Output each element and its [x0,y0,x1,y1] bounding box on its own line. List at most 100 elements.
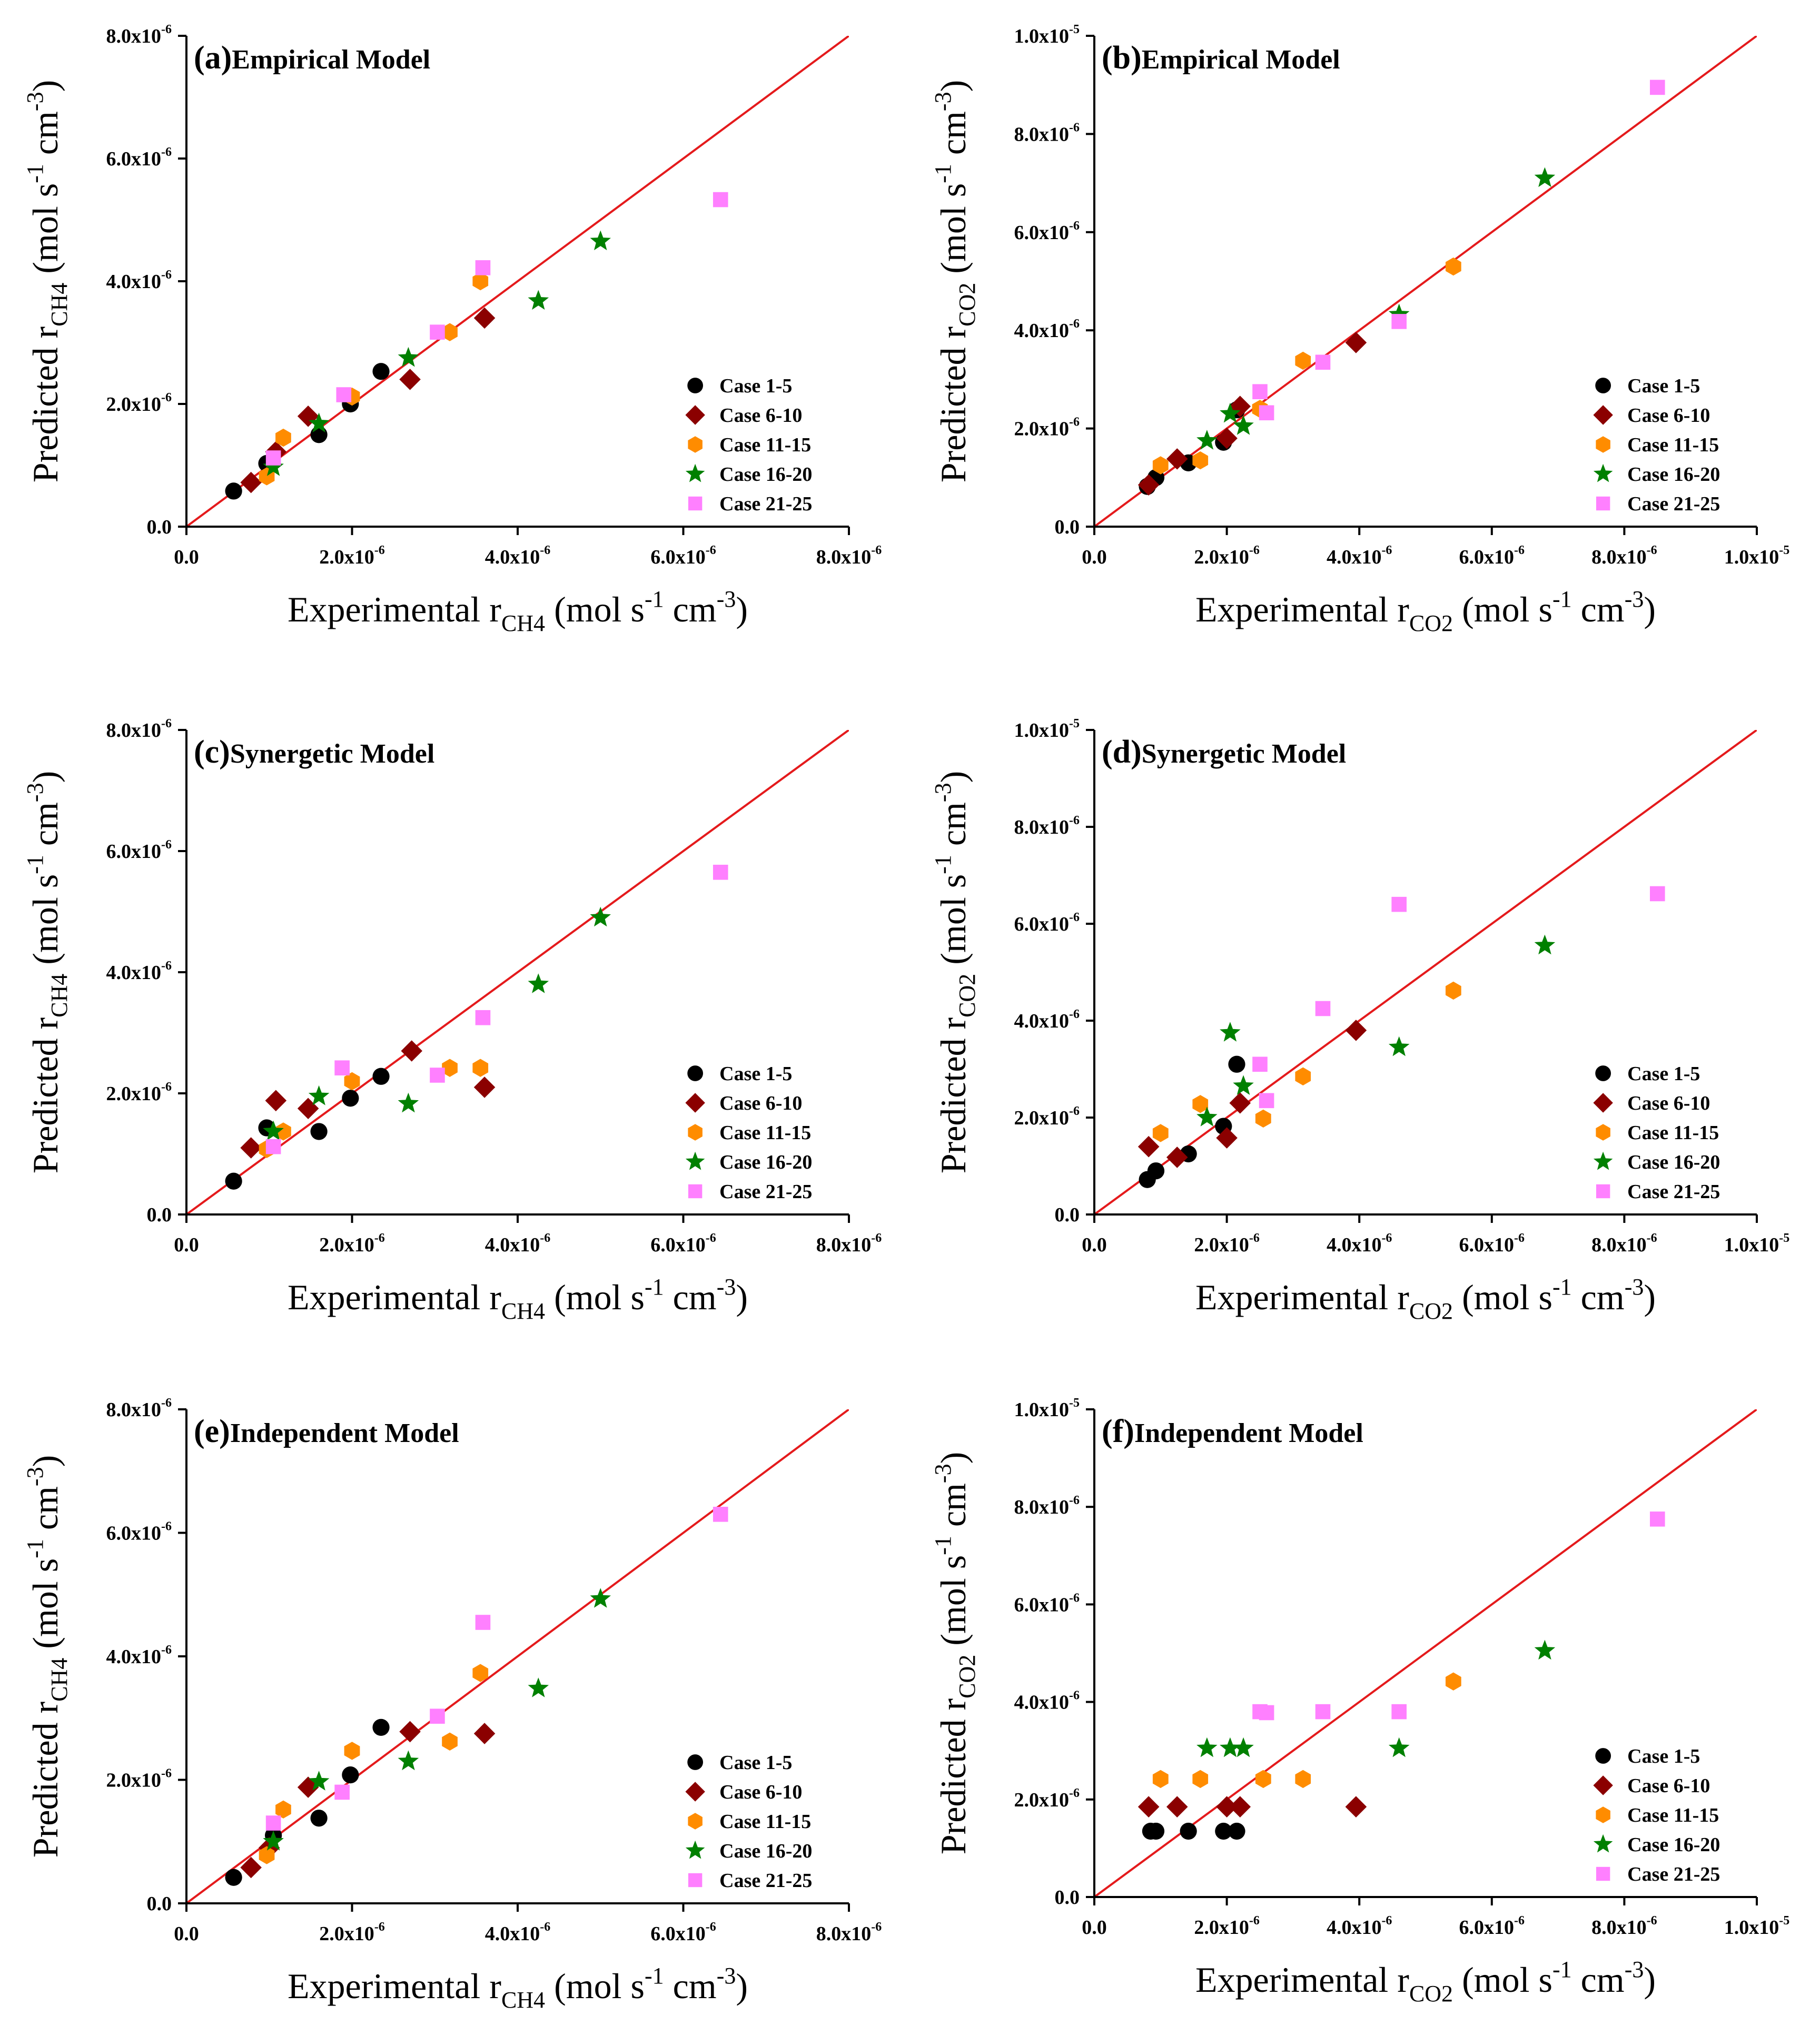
data-point [265,1090,287,1112]
data-point [1220,1737,1241,1757]
series-4 [1196,167,1556,450]
parity-line [1094,730,1757,1214]
y-tick-label: 6.0x10-6 [106,145,172,170]
legend-marker [688,496,703,511]
data-point [1166,448,1188,470]
data-point [1295,351,1311,370]
data-point [1446,981,1461,1000]
legend-marker [685,1840,705,1859]
x-tick-label: 8.0x10-6 [816,1920,882,1945]
legend-marker [1596,1124,1610,1141]
x-tick-label: 2.0x10-6 [319,1231,385,1256]
legend-label: Case 21-25 [1627,1181,1720,1203]
data-point [1166,1147,1188,1168]
data-point [1295,1770,1311,1789]
data-point [528,1677,549,1697]
legend-label: Case 6-10 [1627,1775,1710,1797]
legend-marker [1595,378,1611,393]
y-tick-label: 2.0x10-6 [1014,416,1080,440]
x-tick-label: 8.0x10-6 [816,1231,882,1256]
data-point [342,1766,359,1784]
x-tick-label: 4.0x10-6 [1327,1914,1392,1939]
legend-label: Case 1-5 [1627,375,1700,397]
data-point [310,1123,328,1140]
y-tick-label: 8.0x10-6 [1014,1494,1080,1518]
series-4 [263,1588,611,1851]
data-point [308,1085,330,1105]
y-tick-label: 0.0 [1055,1204,1080,1226]
data-point [1315,354,1331,370]
data-point [472,1059,489,1077]
legend-marker [1595,1065,1611,1081]
data-point [1345,1796,1367,1817]
data-point [430,1708,445,1724]
legend-label: Case 11-15 [1627,1804,1719,1826]
y-tick-label: 4.0x10-6 [106,1643,172,1668]
data-point [259,1846,275,1864]
legend-label: Case 16-20 [1627,463,1720,486]
data-point [399,1721,421,1743]
data-point [430,324,445,340]
data-point [344,1742,360,1760]
data-point [1152,1770,1169,1789]
data-point [225,1869,242,1886]
legend-marker [685,1151,705,1170]
data-point [275,428,291,447]
x-tick-label: 6.0x10-6 [650,544,716,568]
panel-title: (a)Empirical Model [194,40,430,76]
series-5 [1252,886,1665,1109]
series-5 [265,192,728,466]
legend: Case 1-5 Case 6-10 Case 11-15 Case 16-20 Cas… [1593,375,1720,515]
series-2 [1138,1796,1367,1817]
y-axis-title: Predicted rCH4 (mol s-1 cm-3) [22,80,72,483]
data-point [1138,1135,1160,1158]
data-point [442,1059,458,1077]
series-5 [1252,1512,1665,1721]
legend-label: Case 1-5 [1627,1063,1700,1085]
y-axis-title: Predicted rCH4 (mol s-1 cm-3) [22,1455,72,1858]
data-point [240,471,262,493]
legend-marker [1596,1806,1610,1823]
data-point [1315,1704,1331,1720]
data-point [1388,1036,1410,1056]
data-point [1650,80,1665,95]
data-point [1391,896,1407,912]
data-point [398,347,419,367]
data-point [1192,1770,1209,1789]
data-point [401,1040,422,1062]
data-point [308,1771,330,1791]
legend-marker [688,1184,703,1199]
data-point [1391,1704,1407,1720]
data-point [342,1090,359,1107]
data-point [472,272,489,291]
series-1 [1142,1822,1245,1840]
legend: Case 1-5 Case 6-10 Case 11-15 Case 16-20 Cas… [685,1752,812,1892]
x-tick-label: 6.0x10-6 [650,1231,716,1256]
data-point [265,450,281,466]
y-tick-label: 0.0 [1055,516,1080,538]
data-point [263,1830,284,1851]
data-point [308,412,330,433]
series-3 [259,1664,489,1864]
data-point [310,1810,328,1827]
series-4 [263,230,611,476]
y-tick-label: 4.0x10-6 [106,268,172,293]
legend-label: Case 11-15 [719,434,811,456]
data-point [1152,456,1169,475]
y-tick-label: 6.0x10-6 [1014,911,1080,935]
data-point [1255,1109,1271,1128]
data-point [1295,1067,1311,1085]
legend-label: Case 6-10 [719,1092,802,1114]
data-point [1252,1056,1268,1072]
data-point [1180,1822,1197,1840]
data-point [1345,1020,1367,1041]
legend-marker [688,436,703,453]
x-tick-label: 1.0x10-5 [1724,1914,1790,1939]
y-tick-label: 4.0x10-6 [1014,1689,1080,1714]
data-point [240,1856,262,1879]
data-point [1152,1124,1169,1142]
legend-label: Case 21-25 [1627,1863,1720,1885]
data-point [1233,415,1254,435]
parity-line [186,730,849,1214]
legend-label: Case 6-10 [719,404,802,427]
